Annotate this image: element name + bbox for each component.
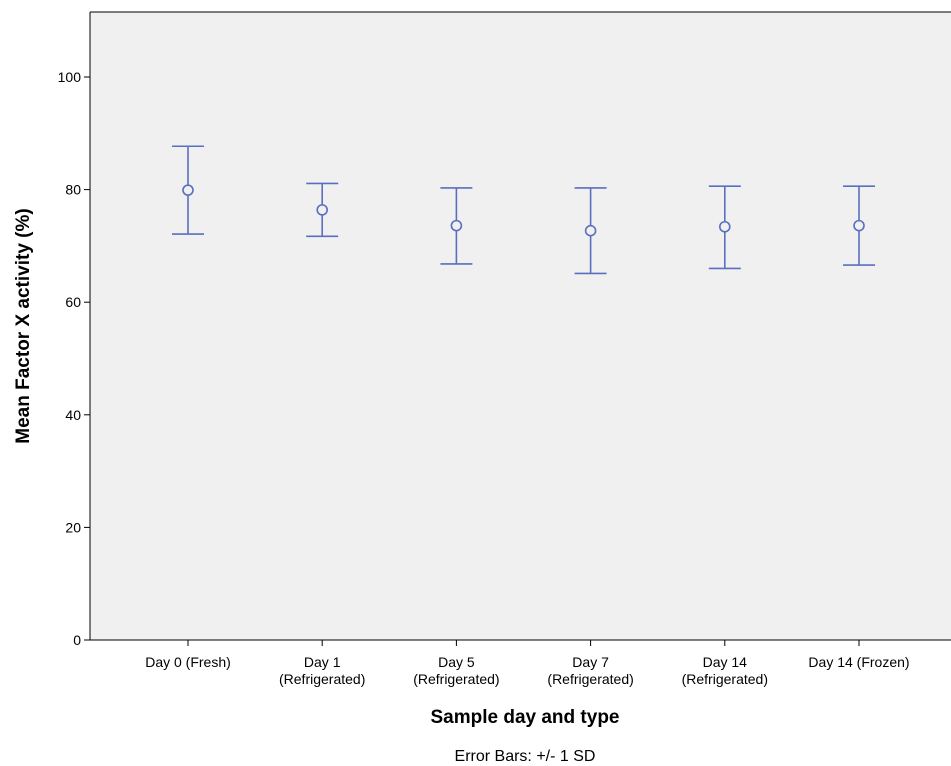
error-bar-series	[172, 145, 875, 275]
y-tick-label-80: 80	[65, 182, 81, 198]
x-tick-label-3: Day 7 (Refrigerated)	[547, 654, 633, 687]
error-bar-group-1	[306, 182, 339, 238]
x-tick-label-0: Day 0 (Fresh)	[145, 654, 231, 670]
mean-point-5	[853, 219, 865, 232]
error-bar-group-5	[843, 185, 875, 266]
error-bar-group-3	[574, 187, 607, 275]
x-tick-label-2: Day 5 (Refrigerated)	[413, 654, 499, 687]
error-bar-group-4	[708, 185, 741, 270]
x-axis-ticks: Day 0 (Fresh) Day 1 (Refrigerated) Day 5 (Re…	[145, 640, 910, 687]
y-tick-label-0: 0	[73, 632, 81, 648]
error-bar-group-2	[440, 187, 473, 265]
y-tick-label-100: 100	[58, 69, 82, 85]
plot-area	[90, 12, 951, 640]
y-tick-label-60: 60	[65, 294, 81, 310]
mean-point-1	[316, 204, 329, 216]
x-tick-label-1: Day 1 (Refrigerated)	[279, 654, 365, 687]
mean-point-2	[450, 219, 463, 232]
error-bar-group-0	[172, 145, 204, 235]
x-tick-label-5: Day 14 (Frozen)	[808, 654, 909, 670]
y-tick-label-40: 40	[65, 407, 81, 423]
x-tick-label-4: Day 14 (Refrigerated)	[682, 654, 768, 687]
y-tick-label-20: 20	[65, 519, 81, 535]
x-axis-title: Sample day and type	[430, 707, 619, 728]
mean-point-0	[182, 184, 194, 196]
y-axis-title: Mean Factor X activity (%)	[13, 208, 34, 443]
y-axis-ticks: 0 20 40 60 80 100	[58, 69, 90, 648]
mean-point-4	[718, 220, 731, 233]
mean-point-3	[584, 224, 597, 237]
error-bars-note: Error Bars: +/- 1 SD	[455, 748, 596, 765]
